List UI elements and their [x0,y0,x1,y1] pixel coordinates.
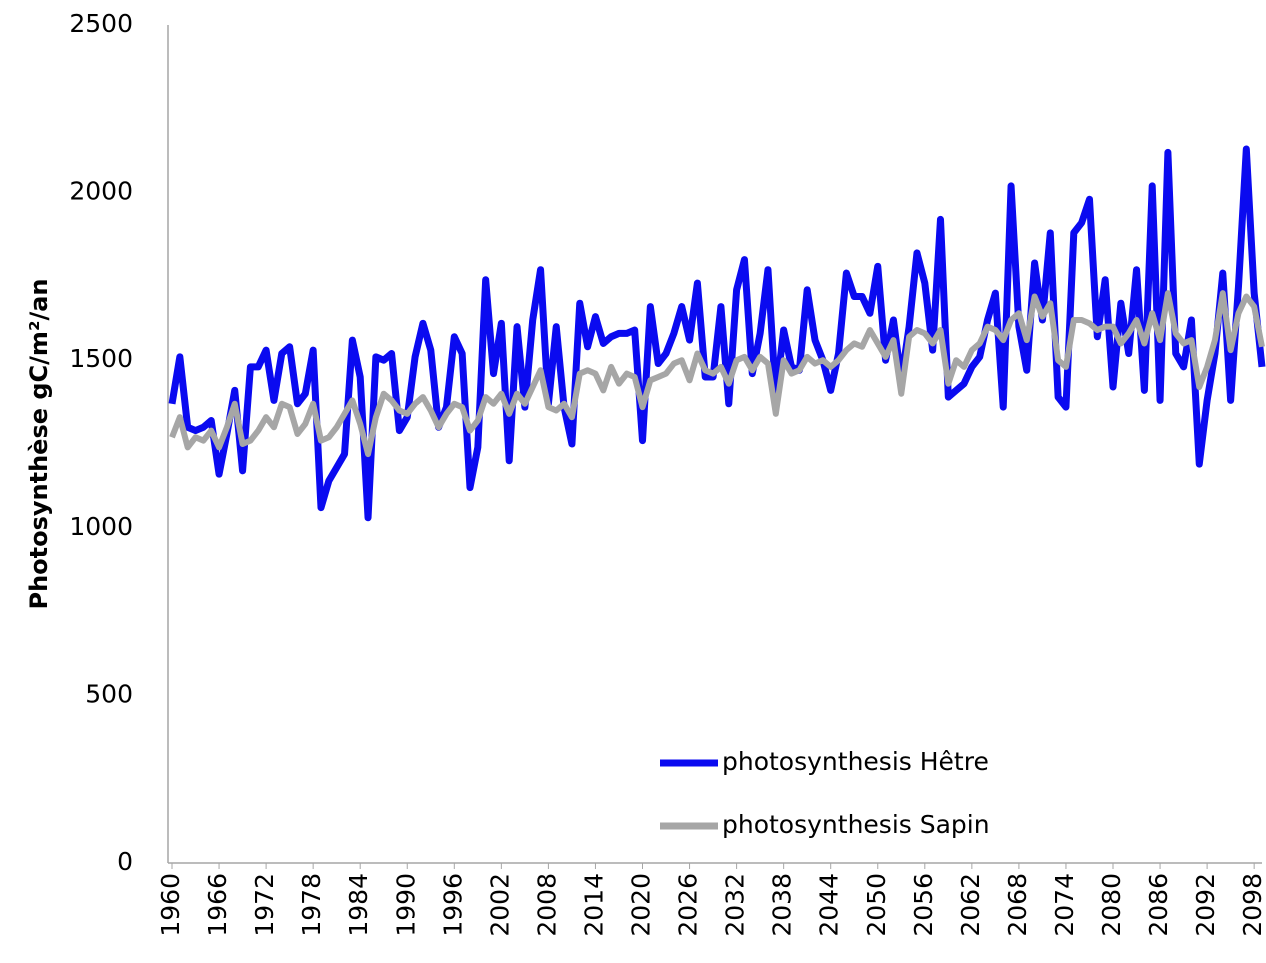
series-line [168,145,1266,522]
series-line [169,290,1265,458]
y-tick-label: 2500 [69,9,133,38]
x-tick-label: 2074 [1050,873,1079,937]
y-tick-label: 1500 [69,344,133,373]
x-tick-label: 2080 [1097,873,1126,937]
y-tick-label: 2000 [69,177,133,206]
y-tick-label: 1000 [69,512,133,541]
x-tick-label: 1972 [250,873,279,937]
x-tick-label: 2008 [532,873,561,937]
x-tick-label: 2026 [674,873,703,937]
x-tick-label: 2086 [1144,873,1173,937]
x-tick-label: 1978 [297,873,326,937]
y-tick-label: 0 [117,847,133,876]
x-tick-label: 2014 [579,873,608,937]
y-tick-label: 500 [85,679,133,708]
x-tick-label: 2092 [1191,873,1220,937]
x-tick-label: 2068 [1003,873,1032,937]
legend-label: photosynthesis Hêtre [722,747,989,776]
x-tick-label: 2044 [815,873,844,937]
x-tick-label: 1966 [203,873,232,937]
x-tick-label: 2038 [768,873,797,937]
y-axis-label: Photosynthèse gC/m²/an [25,278,53,609]
legend-label: photosynthesis Sapin [722,810,990,839]
x-tick-label: 1990 [391,873,420,937]
x-tick-label: 2056 [909,873,938,937]
x-tick-label: 2050 [862,873,891,937]
x-tick-label: 2002 [485,873,514,937]
x-tick-label: 2020 [627,873,656,937]
x-tick-label: 2032 [721,873,750,937]
x-tick-label: 1984 [344,873,373,937]
x-tick-label: 2098 [1238,873,1266,937]
x-tick-label: 2062 [956,873,985,937]
x-tick-label: 1996 [438,873,467,937]
x-tick-label: 1960 [156,873,185,937]
